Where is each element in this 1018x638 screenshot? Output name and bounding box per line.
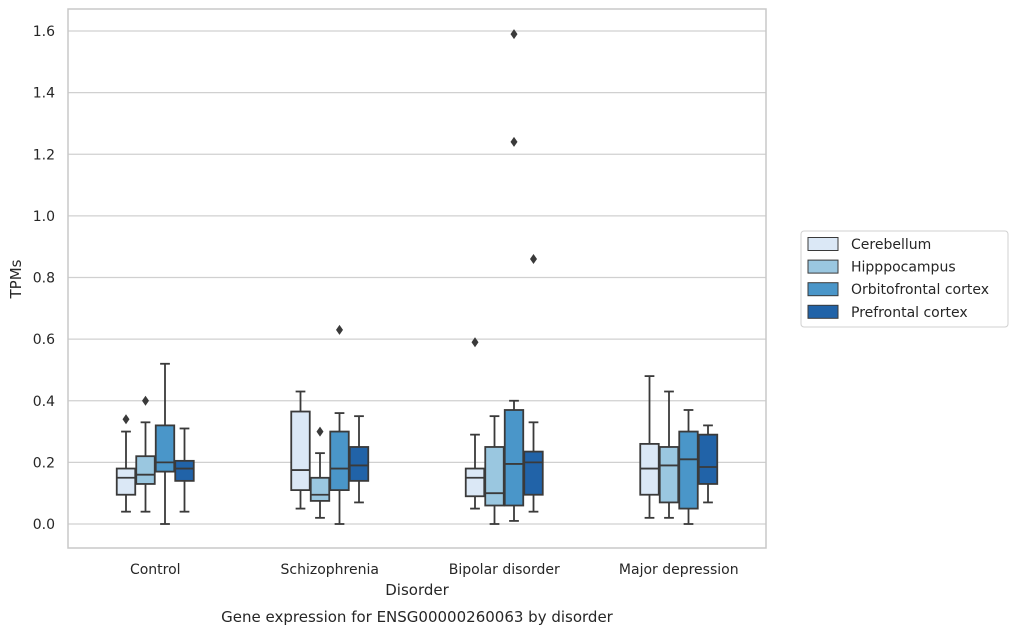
box-prefrontal-cortex-major-depression [697, 424, 719, 504]
y-tick-label: 0.4 [33, 394, 55, 410]
outlier-point [122, 414, 130, 425]
box-body [678, 430, 699, 510]
box-orbitofrontal-cortex-control [154, 362, 176, 525]
outlier-point [316, 426, 324, 437]
y-tick-label: 1.6 [33, 24, 55, 40]
y-tick-label: 1.2 [33, 147, 55, 163]
box-cerebellum-bipolar-disorder [464, 337, 486, 510]
x-axis-ticks: Control Schizophrenia Bipolar disorder Majo… [130, 562, 739, 578]
box-body [290, 410, 311, 492]
outlier-point [530, 254, 537, 265]
box-hipppocampus-schizophrenia [309, 426, 331, 519]
box-cerebellum-schizophrenia [290, 390, 311, 510]
legend-swatch-orbitofrontal-cortex [807, 282, 839, 297]
box-body [309, 476, 331, 502]
y-tick-label: 0.2 [33, 455, 55, 471]
box-body [329, 430, 350, 492]
box-plots [115, 29, 719, 525]
box-body [697, 433, 719, 485]
box-body [348, 446, 370, 482]
legend-swatch-hipppocampus [807, 259, 839, 274]
x-tick-label-schizophrenia: Schizophrenia [281, 562, 379, 578]
box-prefrontal-cortex-control [174, 427, 195, 513]
x-tick-label-major-depression: Major depression [619, 562, 739, 578]
y-tick-label: 0.8 [33, 271, 55, 287]
x-axis-title: Disorder [385, 581, 449, 599]
x-tick-label-bipolar-disorder: Bipolar disorder [449, 562, 560, 578]
box-body [658, 446, 680, 504]
box-orbitofrontal-cortex-schizophrenia [329, 324, 350, 525]
box-prefrontal-cortex-schizophrenia [348, 415, 370, 504]
legend-swatch-cerebellum [807, 237, 839, 251]
box-body [154, 424, 176, 473]
outlier-point [142, 395, 149, 406]
y-tick-label: 1.4 [33, 86, 55, 102]
outlier-point [510, 136, 518, 147]
legend-label-cerebellum: Cerebellum [851, 237, 931, 253]
box-hipppocampus-control [135, 395, 156, 513]
y-tick-label: 0.6 [33, 332, 55, 348]
legend-label-hipppocampus: Hipppocampus [851, 260, 956, 276]
legend-frame [800, 230, 1009, 328]
box-cerebellum-major-depression [639, 375, 660, 519]
box-body [174, 459, 195, 482]
box-orbitofrontal-cortex-bipolar-disorder [503, 29, 525, 522]
x-tick-label-control: Control [130, 562, 181, 578]
outlier-point [510, 29, 518, 40]
y-axis-title: TPMs [7, 259, 25, 299]
box-body [115, 467, 137, 496]
legend: Cerebellum Hipppocampus Orbitofrontal cort… [800, 230, 1009, 328]
chart-caption: Gene expression for ENSG00000260063 by d… [221, 608, 614, 626]
box-body [523, 450, 544, 496]
legend-label-prefrontal-cortex: Prefrontal cortex [851, 305, 968, 321]
legend-label-orbitofrontal-cortex: Orbitofrontal cortex [851, 282, 989, 298]
box-orbitofrontal-cortex-major-depression [678, 409, 699, 525]
box-body [484, 446, 505, 507]
outlier-point [336, 324, 343, 335]
box-hipppocampus-major-depression [658, 390, 680, 519]
legend-swatch-prefrontal-cortex [807, 304, 839, 319]
plot-frame [67, 8, 767, 549]
box-cerebellum-control [115, 414, 137, 513]
box-body [464, 467, 486, 498]
y-axis-ticks: 0.0 0.2 0.4 0.6 0.8 1.0 1.2 1.4 1.6 [33, 24, 55, 533]
box-body [135, 455, 156, 485]
box-prefrontal-cortex-bipolar-disorder [523, 254, 544, 513]
box-body [503, 409, 525, 507]
y-tick-label: 0.0 [33, 517, 55, 533]
box-hipppocampus-bipolar-disorder [484, 415, 505, 525]
outlier-point [471, 337, 479, 348]
y-tick-label: 1.0 [33, 209, 55, 225]
